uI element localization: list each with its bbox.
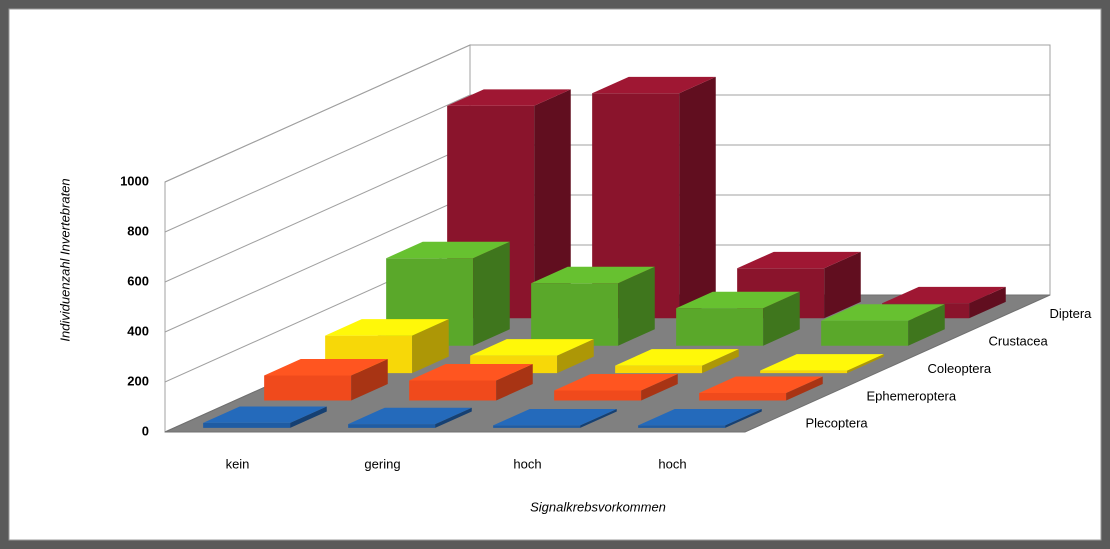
grid-line <box>164 94 1050 233</box>
bar-top <box>470 339 594 356</box>
y-tick-label: 200 <box>127 373 149 388</box>
bar <box>325 319 449 374</box>
bar-top <box>348 407 472 425</box>
bar-front <box>615 365 703 374</box>
bar-side <box>763 291 800 346</box>
bar-top <box>760 354 884 371</box>
bar <box>760 354 884 374</box>
bar-front <box>531 283 619 346</box>
bar-top <box>592 76 716 94</box>
series-label: Ephemeroptera <box>867 388 957 403</box>
bar <box>592 76 716 319</box>
bar-top <box>325 319 449 336</box>
bar-top <box>554 374 678 391</box>
bar <box>531 266 655 346</box>
grid-line <box>164 44 1050 183</box>
bar-front <box>592 93 680 319</box>
y-tick-label: 0 <box>142 423 149 438</box>
bar-side <box>847 354 884 374</box>
x-tick-label: hoch <box>658 456 686 471</box>
y-axis-title: Individuenzahl Invertebraten <box>57 178 72 341</box>
bar <box>203 406 327 428</box>
bar-top <box>615 349 739 366</box>
y-tick-label: 600 <box>127 273 149 288</box>
bar-top <box>638 408 762 426</box>
bar-front <box>638 425 726 428</box>
bar-top <box>203 406 327 423</box>
bar-side <box>557 339 594 374</box>
bar-side <box>908 304 945 346</box>
bar-front <box>699 392 787 401</box>
bar-side <box>725 408 762 428</box>
bar <box>493 408 617 428</box>
bar-top <box>447 89 571 106</box>
bar-front <box>409 380 497 401</box>
bar-top <box>699 376 823 393</box>
series-label: Coleoptera <box>928 361 992 376</box>
bar-side <box>534 89 571 319</box>
bar-side <box>641 374 678 401</box>
bar-front <box>348 424 436 428</box>
x-tick-label: gering <box>364 456 400 471</box>
bar-top <box>676 291 800 309</box>
x-tick-label: kein <box>226 456 250 471</box>
bar-front <box>554 390 642 401</box>
bar <box>409 364 533 401</box>
bar-side <box>435 407 472 428</box>
y-tick-label: 1000 <box>120 173 149 188</box>
x-tick-label: hoch <box>513 456 541 471</box>
bar-side <box>290 406 327 428</box>
bar-side <box>412 319 449 374</box>
bar-side <box>679 76 716 319</box>
bar-side <box>824 251 861 319</box>
bar-top <box>737 251 861 269</box>
bar-side <box>473 241 510 346</box>
bar <box>264 359 388 401</box>
bar-side <box>969 286 1006 319</box>
bar-top <box>409 364 533 381</box>
bar-front <box>760 370 848 374</box>
bar-top <box>821 304 945 321</box>
bar-side <box>351 359 388 401</box>
bar-side <box>618 266 655 346</box>
bar <box>554 374 678 401</box>
bar-front <box>493 425 581 428</box>
bar-front <box>821 320 909 346</box>
series-label: Plecoptera <box>806 416 869 431</box>
series-label: Diptera <box>1050 306 1093 321</box>
y-tick-label: 400 <box>127 323 149 338</box>
bar-front <box>264 375 352 401</box>
x-axis-title: Signalkrebsvorkommen <box>530 499 666 514</box>
y-tick-label: 800 <box>127 223 149 238</box>
bar-top <box>386 241 510 259</box>
bar-side <box>786 376 823 401</box>
bar <box>615 349 739 374</box>
bar-front <box>676 308 764 346</box>
bar-side <box>702 349 739 374</box>
bar-side <box>496 364 533 401</box>
bar <box>699 376 823 401</box>
bar-top <box>264 359 388 376</box>
bar-top <box>493 408 617 426</box>
bar <box>676 291 800 346</box>
bar-front <box>203 422 291 428</box>
bar-top <box>882 286 1006 304</box>
series-label: Crustacea <box>989 334 1049 349</box>
bar-side <box>580 408 617 428</box>
bar <box>638 408 762 428</box>
bar <box>348 407 472 428</box>
bar <box>821 304 945 346</box>
bar-top <box>531 266 655 284</box>
